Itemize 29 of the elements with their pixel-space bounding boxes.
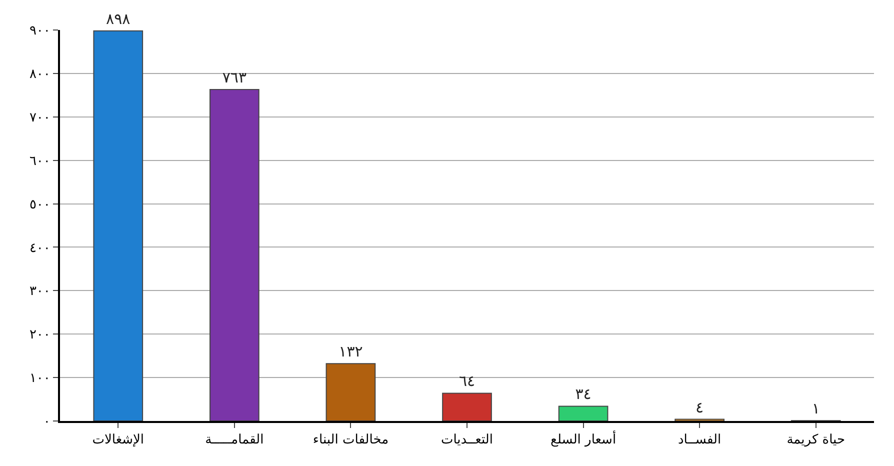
data-label: ٦٤ [458,372,476,390]
bar [210,89,260,421]
data-label: ١٣٢ [338,342,363,361]
data-label: ٣٤ [575,385,592,404]
y-tick-label: ٣٠٠ [29,284,50,300]
y-tick-label: ٧٠٠ [29,110,50,126]
y-tick-label: ٩٠٠ [29,24,50,39]
bar [558,406,608,421]
x-tick-label: مخالفات البناء [312,432,389,448]
y-tick-label: ٠ [43,414,50,430]
data-label: ٤ [696,398,704,416]
bar [442,392,492,421]
y-tick-label: ٤٠٠ [29,240,50,256]
y-tick-label: ٥٠٠ [29,197,50,212]
x-tick-label: التعــديات [440,432,494,448]
bar [326,363,376,421]
x-tick-label: أسعار السلع [550,430,616,448]
y-tick-label: ١٠٠ [29,371,50,386]
y-tick-label: ٦٠٠ [29,154,50,169]
data-label: ١ [812,400,820,418]
x-tick-label: حياة كريمة [786,432,846,448]
x-tick-label: الفســاد [678,432,722,448]
data-label: ٧٦٣ [222,68,247,87]
y-tick-label: ٨٠٠ [29,66,50,82]
data-label: ٨٩٨ [106,10,130,28]
bar [93,30,144,421]
y-tick-label: ٢٠٠ [29,328,50,343]
x-tick-label: الإشغالات [92,432,144,448]
x-tick-label: القمامـــــة [205,432,264,448]
